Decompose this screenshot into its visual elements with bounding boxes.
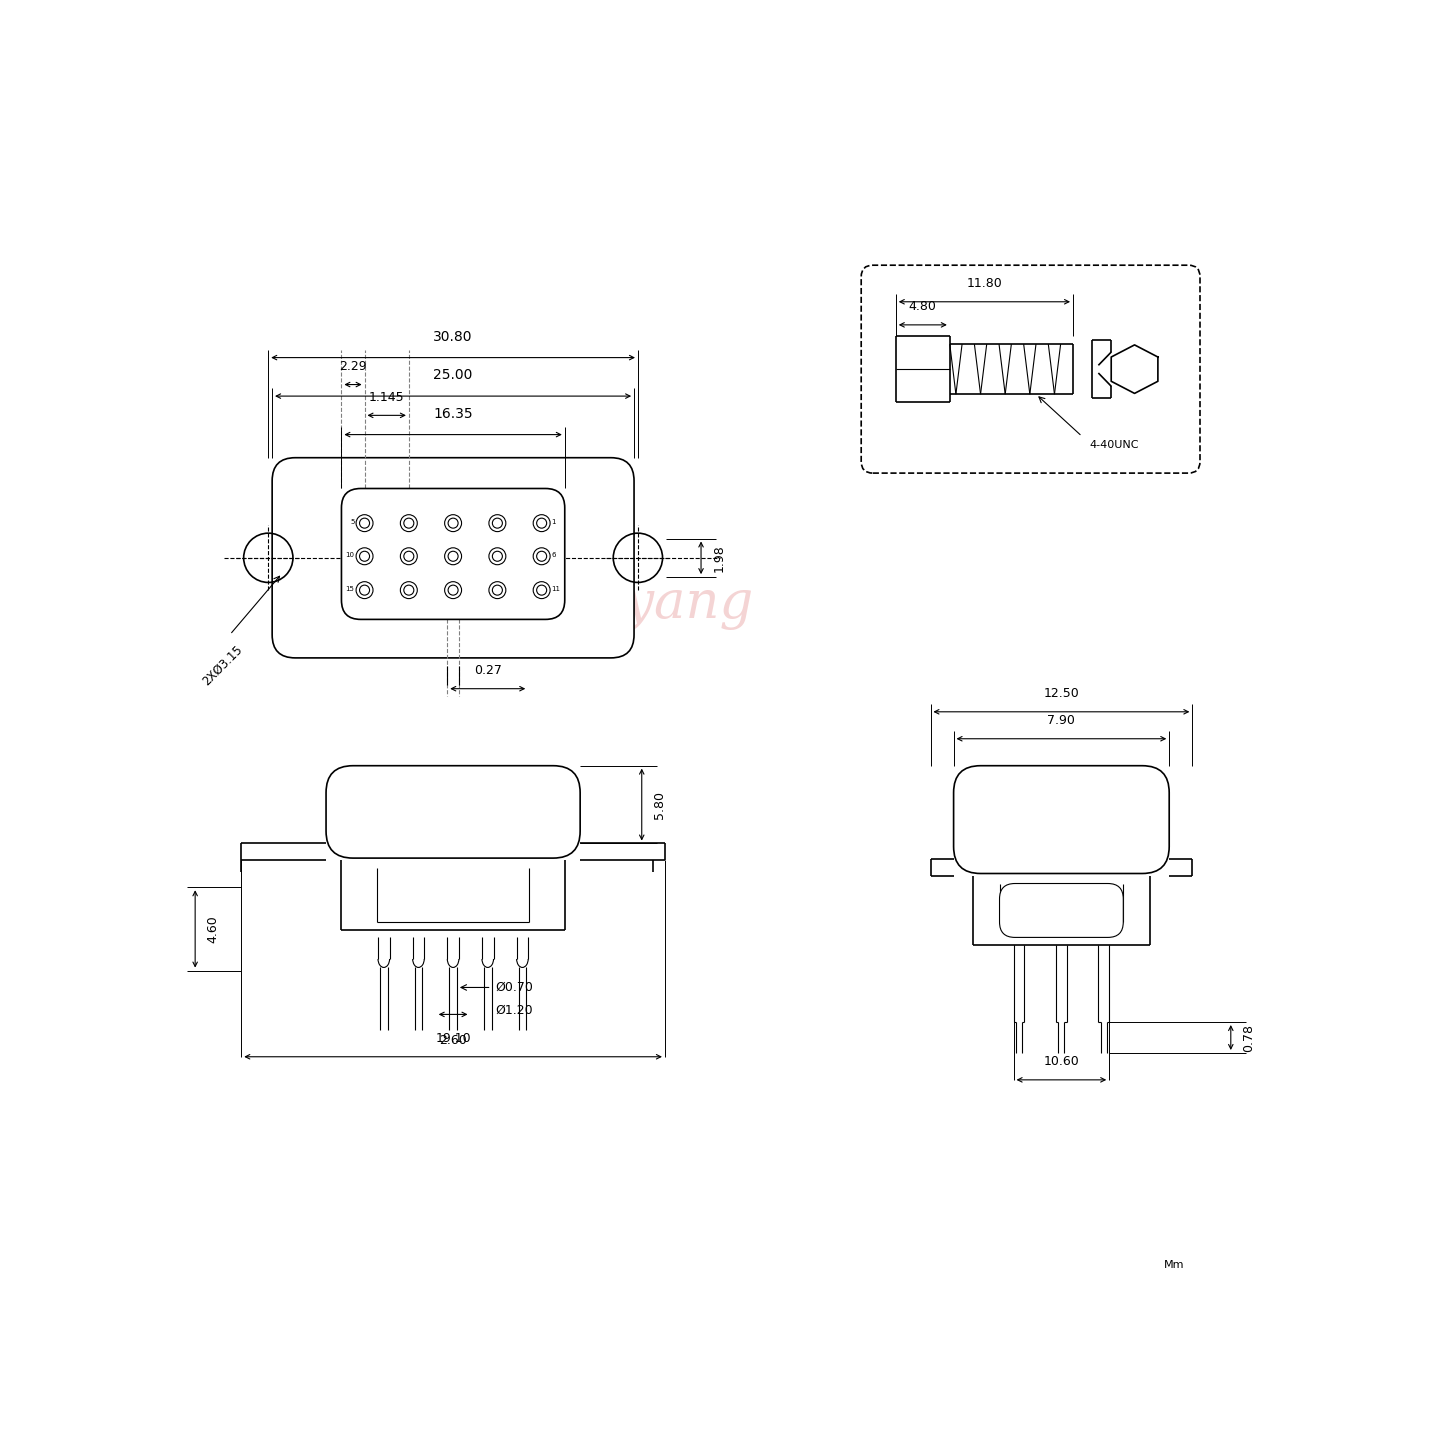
Text: 7.90: 7.90: [1047, 714, 1076, 727]
FancyBboxPatch shape: [325, 766, 580, 858]
FancyBboxPatch shape: [999, 884, 1123, 937]
Text: 11.80: 11.80: [966, 278, 1002, 291]
Text: 10.60: 10.60: [1044, 1056, 1079, 1068]
Text: 1.98: 1.98: [713, 544, 726, 572]
Text: Clyang: Clyang: [567, 577, 755, 629]
Text: 1: 1: [552, 518, 556, 524]
Text: 1.145: 1.145: [369, 390, 405, 403]
Text: 25.00: 25.00: [433, 369, 472, 382]
Text: Ø0.70: Ø0.70: [495, 981, 533, 994]
Text: 12.50: 12.50: [1044, 687, 1079, 700]
Text: 19.10: 19.10: [435, 1032, 471, 1045]
Text: 5: 5: [350, 518, 354, 524]
FancyBboxPatch shape: [341, 488, 564, 619]
Text: 4.80: 4.80: [909, 301, 937, 314]
Text: 30.80: 30.80: [433, 330, 472, 344]
FancyBboxPatch shape: [953, 766, 1169, 874]
Text: 10: 10: [346, 552, 354, 557]
Text: 2.60: 2.60: [439, 1034, 467, 1047]
Text: 2.29: 2.29: [340, 360, 367, 373]
Text: 15: 15: [346, 586, 354, 592]
Text: 4-40UNC: 4-40UNC: [1090, 441, 1139, 451]
Text: 4.60: 4.60: [207, 914, 220, 943]
Text: 6: 6: [552, 552, 556, 557]
Text: Ø1.20: Ø1.20: [495, 1004, 533, 1017]
Text: 11: 11: [552, 586, 560, 592]
FancyBboxPatch shape: [861, 265, 1200, 474]
Text: 5.80: 5.80: [654, 791, 667, 818]
Text: 2XØ3.15: 2XØ3.15: [200, 642, 245, 687]
Text: Mm: Mm: [1164, 1260, 1185, 1270]
FancyBboxPatch shape: [272, 458, 634, 658]
Text: 16.35: 16.35: [433, 406, 472, 420]
Text: 0.78: 0.78: [1243, 1024, 1256, 1051]
Text: 0.27: 0.27: [474, 664, 501, 677]
